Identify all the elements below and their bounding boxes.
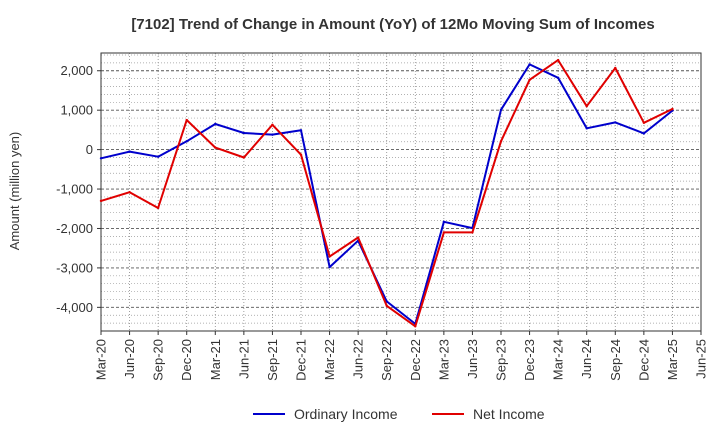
data-point: [299, 153, 303, 156]
y-axis-label: Amount (million yen): [7, 132, 22, 251]
data-point: [442, 231, 446, 234]
data-point: [242, 131, 246, 135]
x-tick-label: Sep-24: [608, 339, 623, 381]
data-point: [185, 118, 188, 122]
data-point: [156, 155, 160, 158]
data-point: [499, 108, 503, 111]
data-point: [528, 78, 531, 82]
x-tick-label: Mar-22: [322, 339, 337, 380]
y-tick-label: 1,000: [60, 103, 93, 118]
x-tick-label: Jun-23: [465, 339, 480, 379]
data-point: [614, 66, 617, 70]
data-point: [585, 127, 588, 130]
plot-background: [101, 53, 701, 331]
data-point: [442, 220, 446, 223]
x-tick-label: Jun-20: [122, 339, 137, 379]
x-tick-label: Jun-24: [579, 339, 594, 379]
data-point: [642, 132, 646, 135]
data-point: [499, 140, 503, 143]
x-tick-label: Dec-21: [294, 339, 309, 381]
data-point: [642, 121, 646, 124]
data-point: [271, 123, 274, 126]
data-point: [414, 325, 417, 328]
x-tick-label: Sep-21: [265, 339, 280, 381]
data-point: [556, 76, 560, 80]
x-tick-label: Mar-25: [665, 339, 680, 380]
data-point: [614, 121, 617, 124]
data-point: [385, 304, 388, 307]
x-tick-label: Dec-23: [522, 339, 537, 381]
data-point: [299, 129, 303, 132]
data-point: [185, 140, 188, 143]
data-point: [128, 150, 131, 153]
y-tick-label: -1,000: [56, 182, 93, 197]
data-point: [99, 199, 103, 203]
legend-label: Net Income: [473, 406, 545, 422]
x-tick-label: Jun-22: [351, 339, 366, 379]
x-tick-label: Mar-23: [436, 339, 451, 380]
x-tick-label: Mar-24: [551, 339, 566, 380]
y-tick-label: 2,000: [60, 63, 93, 78]
legend: Ordinary Income Net Income: [253, 406, 545, 422]
data-point: [328, 265, 331, 269]
x-tick-label: Dec-24: [636, 339, 651, 381]
data-point: [471, 231, 474, 234]
data-point: [328, 255, 331, 258]
x-tick-label: Mar-21: [208, 339, 223, 380]
x-tick-label: Sep-23: [494, 339, 509, 381]
data-point: [128, 190, 131, 194]
data-point: [214, 146, 217, 149]
y-tick-label: -3,000: [56, 260, 93, 275]
data-point: [556, 58, 560, 62]
legend-label: Ordinary Income: [294, 406, 398, 422]
data-point: [214, 122, 217, 126]
x-tick-label: Sep-22: [379, 339, 394, 381]
x-tick-label: Jun-25: [694, 339, 709, 379]
chart-title: [7102] Trend of Change in Amount (YoY) o…: [131, 16, 654, 33]
x-tick-label: Dec-20: [179, 339, 194, 381]
plot-area: -4,000 -3,000 -2,000 -1,000 0 1,000 2,000 Mar-2…: [56, 52, 709, 381]
y-tick-label: 0: [86, 142, 93, 157]
x-tick-label: Jun-21: [236, 339, 251, 379]
data-point: [156, 206, 160, 210]
data-point: [271, 133, 274, 136]
x-tick-label: Sep-20: [151, 339, 166, 381]
data-point: [242, 156, 246, 159]
plot-frame: [100, 52, 702, 332]
x-tick-label: Mar-20: [94, 339, 109, 380]
data-point: [528, 63, 531, 66]
y-tick-label: -4,000: [56, 300, 93, 315]
y-tick-label: -2,000: [56, 221, 93, 236]
x-tick-label: Dec-22: [408, 339, 423, 381]
data-point: [585, 105, 588, 108]
data-point: [99, 157, 103, 160]
data-point: [356, 236, 360, 239]
data-point: [671, 107, 674, 111]
